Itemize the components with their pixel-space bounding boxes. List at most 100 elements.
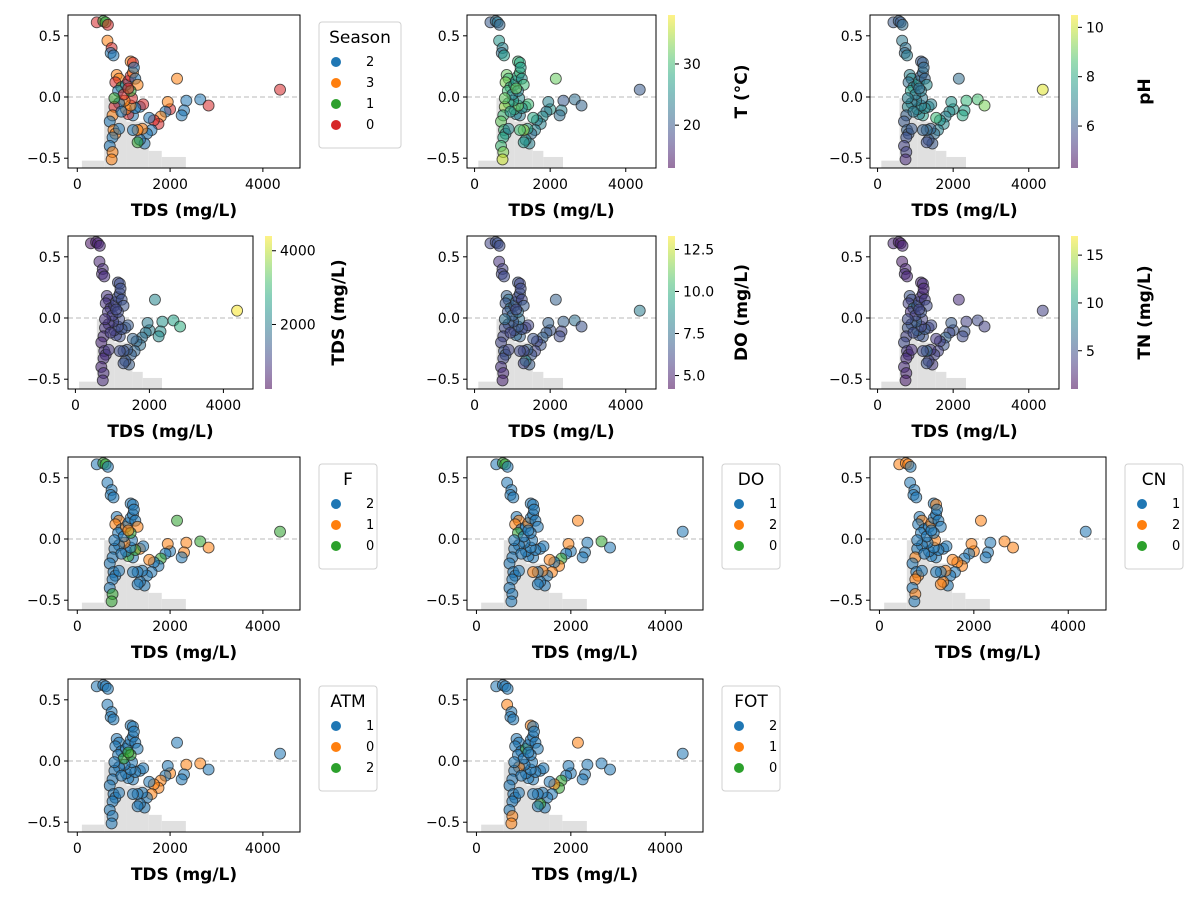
axes-frame — [67, 456, 301, 611]
data-point — [915, 564, 928, 577]
y-tick-label: 0.0 — [39, 754, 61, 770]
data-point — [161, 537, 174, 550]
colorbar: 20 30 T (°C) — [668, 15, 752, 168]
y-tick-label: 0.0 — [39, 311, 61, 327]
data-point — [581, 536, 594, 549]
axes-frame — [869, 235, 1060, 390]
data-point — [98, 270, 111, 283]
legend-label: 2 — [366, 761, 374, 776]
histogram-bar — [81, 824, 105, 832]
data-point — [274, 747, 286, 760]
data-point — [930, 332, 943, 345]
data-point — [542, 95, 555, 108]
data-point — [143, 111, 156, 124]
data-point — [978, 99, 991, 112]
data-point — [93, 239, 106, 252]
y-tick-label: −0.5 — [829, 593, 863, 609]
data-point — [127, 566, 139, 579]
data-point — [113, 564, 125, 577]
x-tick-label: 2000 — [132, 398, 168, 414]
y-tick-label: −0.5 — [829, 151, 863, 167]
data-point — [956, 330, 969, 343]
data-point — [575, 99, 588, 112]
y-tick-label: 0.5 — [438, 471, 460, 487]
data-point — [114, 282, 127, 295]
data-point — [108, 756, 121, 769]
x-tick-label: 4000 — [647, 619, 683, 635]
legend-marker — [331, 57, 341, 67]
data-point — [514, 61, 527, 74]
data-point — [913, 303, 926, 316]
x-tick-label: 4000 — [1011, 177, 1047, 193]
data-point — [513, 124, 526, 137]
x-tick-label: 2000 — [935, 177, 971, 193]
data-point — [131, 578, 144, 591]
data-point — [543, 553, 556, 566]
data-point — [676, 525, 689, 538]
data-point — [115, 105, 128, 118]
data-point — [96, 374, 109, 387]
legend-label: 1 — [769, 740, 777, 755]
data-point — [513, 345, 526, 358]
colorbar-label: T (°C) — [732, 64, 752, 118]
data-point — [99, 313, 111, 326]
y-tick-label: −0.5 — [27, 372, 61, 388]
legend-title: Season — [329, 28, 391, 48]
data-point — [522, 746, 535, 759]
axes-frame — [67, 235, 254, 390]
data-point — [143, 553, 156, 566]
panel-do: 0.5 0.0 −0.5 0 2000 4000 TDS (mg/L) 5.0 7.5 10.0 1… — [426, 235, 752, 442]
colorbar-label: TDS (mg/L) — [329, 259, 349, 365]
legend-label: 2 — [1172, 518, 1180, 533]
axes-frame — [67, 678, 301, 833]
data-point — [901, 92, 914, 105]
histogram-bar — [935, 371, 947, 389]
data-point — [676, 747, 689, 760]
x-axis-label: TDS (mg/L) — [131, 865, 237, 885]
histogram-bar — [543, 156, 564, 168]
data-point — [576, 773, 589, 786]
data-point — [527, 788, 540, 801]
y-tick-label: 0.0 — [841, 311, 863, 327]
x-tick-label: 0 — [472, 841, 481, 857]
x-axis-label: TDS (mg/L) — [131, 643, 237, 663]
data-point — [576, 551, 589, 564]
data-point — [105, 817, 118, 830]
histogram-bar — [132, 371, 143, 389]
y-tick-label: −0.5 — [27, 593, 61, 609]
data-point — [498, 49, 510, 62]
data-point — [512, 786, 525, 799]
data-point — [952, 293, 965, 306]
data-point — [517, 357, 530, 370]
y-tick-label: 0.5 — [39, 250, 61, 266]
x-tick-label: 0 — [470, 177, 479, 193]
data-point — [107, 49, 120, 62]
axes-frame — [466, 456, 704, 611]
legend-label: 2 — [769, 518, 777, 533]
data-point — [514, 282, 527, 295]
data-point — [575, 320, 588, 333]
data-point — [194, 93, 207, 106]
panel-season: 0.5 0.0 −0.5 0 2000 4000 TDS (mg/L) Season 2 3 1 0 — [27, 14, 402, 221]
data-point — [531, 800, 544, 813]
data-point — [131, 800, 144, 813]
data-point — [504, 105, 517, 118]
histogram-bar — [935, 150, 947, 168]
y-tick-label: 0.5 — [841, 471, 863, 487]
data-point — [122, 746, 135, 759]
y-tick-label: −0.5 — [27, 151, 61, 167]
panel-f: 0.5 0.0 −0.5 0 2000 4000 TDS (mg/L) F2 1 0 — [27, 456, 378, 663]
data-point — [171, 72, 183, 85]
x-tick-label: 4000 — [1050, 619, 1086, 635]
colorbar-tick-label: 8 — [1086, 70, 1095, 86]
data-point — [960, 94, 973, 107]
data-point — [104, 326, 117, 339]
histogram-bar — [946, 377, 967, 389]
data-point — [515, 547, 528, 560]
colorbar-label: DO (mg/L) — [732, 264, 752, 361]
x-axis-label: TDS (mg/L) — [508, 201, 614, 221]
data-point — [956, 109, 969, 122]
data-point — [102, 343, 115, 356]
axes-frame — [466, 678, 704, 833]
